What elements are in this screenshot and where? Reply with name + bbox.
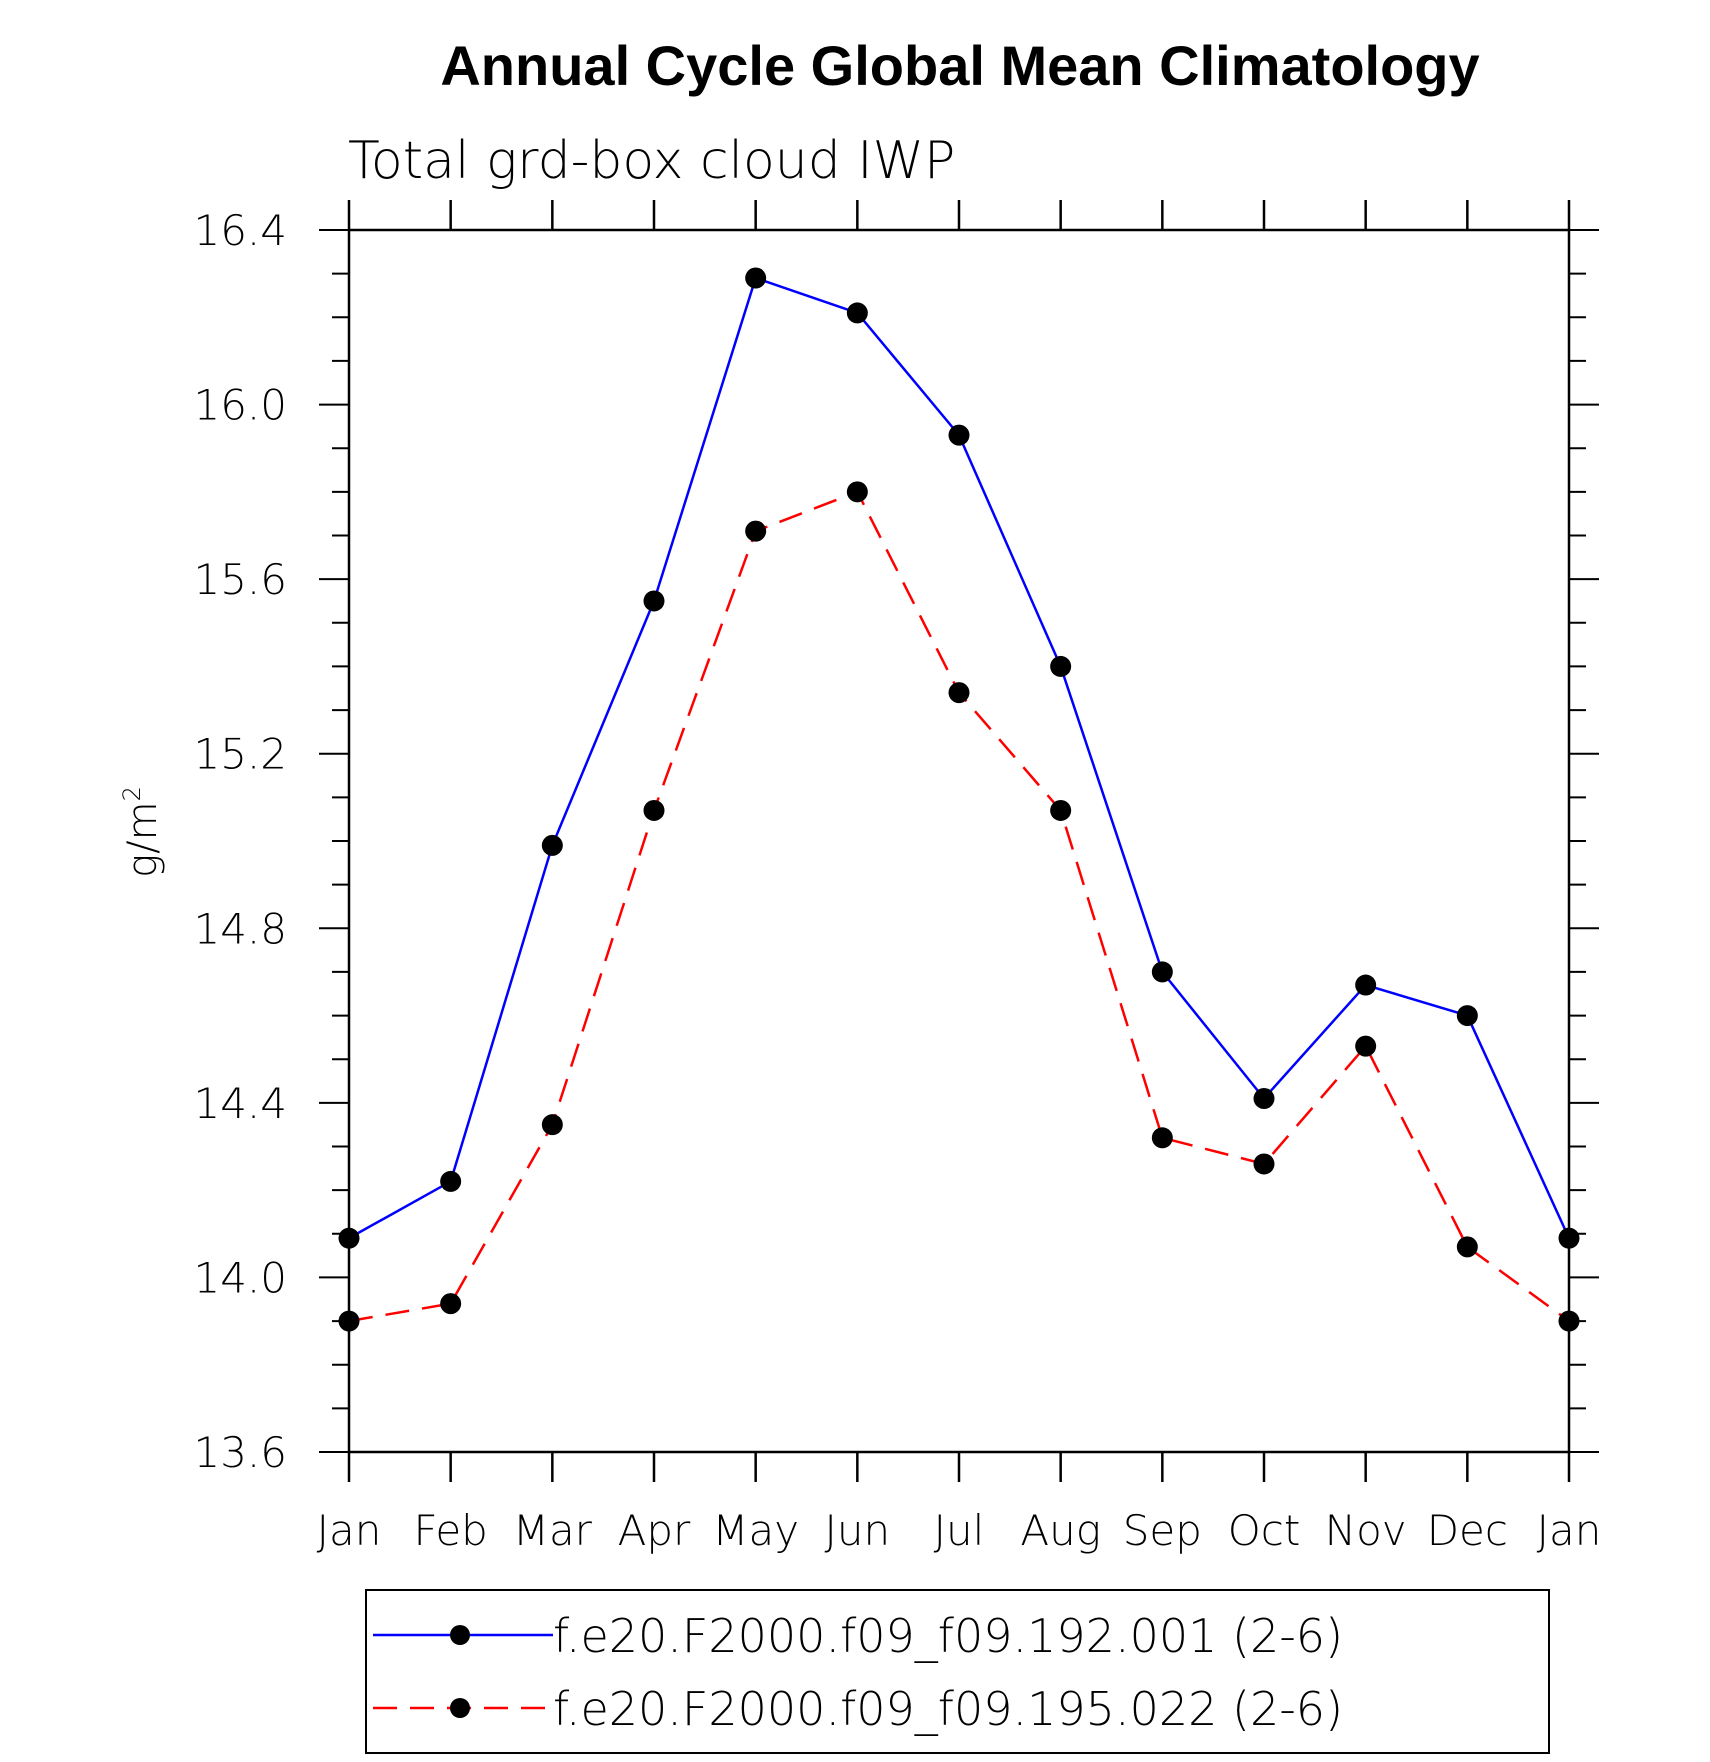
legend-marker-series-1: [450, 1625, 470, 1645]
x-tick-label: Apr: [618, 1506, 691, 1555]
y-tick-label: 14.0: [193, 1253, 287, 1302]
y-axis-label-text: g/m: [120, 801, 166, 877]
legend-marker-series-2: [450, 1698, 470, 1718]
x-tick-label: Jan: [317, 1506, 382, 1555]
chart-subtitle: Total grd-box cloud IWP: [348, 131, 955, 191]
legend-label-series-2: f.e20.F2000.f09_f09.195.022 (2-6): [553, 1682, 1343, 1736]
series-2-point: [1253, 1153, 1275, 1175]
series-1-point: [948, 424, 970, 446]
series-2-point: [745, 520, 767, 542]
x-tick-label: Jan: [1537, 1506, 1602, 1555]
series-line-2: [348, 490, 1570, 1323]
series-1-point: [440, 1170, 462, 1192]
series-2-point: [948, 682, 970, 704]
legend: f.e20.F2000.f09_f09.192.001 (2-6) f.e20.…: [365, 1589, 1550, 1754]
plot-area: [347, 228, 1571, 1454]
series-2-point: [1355, 1035, 1377, 1057]
x-tick-label: Sep: [1123, 1506, 1202, 1555]
series-2-point: [1558, 1310, 1580, 1332]
series-1-point: [1456, 1005, 1478, 1027]
y-tick-label: 14.8: [193, 904, 287, 953]
series-2-point: [643, 799, 665, 821]
legend-label-series-1: f.e20.F2000.f09_f09.192.001 (2-6): [553, 1609, 1343, 1663]
y-tick-label: 15.2: [193, 730, 287, 779]
series-2-point: [541, 1114, 563, 1136]
y-axis-label: g/m2: [118, 786, 166, 878]
series-1-point: [1355, 974, 1377, 996]
series-2-point: [1456, 1236, 1478, 1258]
series-1-point: [541, 834, 563, 856]
series-line-1: [348, 276, 1571, 1240]
series-1-point: [643, 590, 665, 612]
x-tick-label: Feb: [413, 1506, 487, 1555]
chart-title: Annual Cycle Global Mean Climatology: [440, 34, 1479, 97]
y-axis-label-superscript: 2: [118, 786, 146, 801]
series-markers: [338, 267, 1580, 1332]
x-tick-label: Aug: [1020, 1506, 1101, 1555]
series-1-point: [338, 1227, 360, 1249]
series-2-point: [846, 481, 868, 503]
svg-text:g/m2: g/m2: [118, 786, 166, 878]
x-tick-label: May: [712, 1506, 799, 1555]
series-1-point: [1558, 1227, 1580, 1249]
series-1-point: [1253, 1087, 1275, 1109]
series-2-point: [1050, 799, 1072, 821]
y-tick-label: 13.6: [193, 1428, 287, 1477]
series-2-point: [440, 1293, 462, 1315]
legend-box: [365, 1589, 1550, 1754]
series-1-point: [745, 267, 767, 289]
y-tick-label: 14.4: [193, 1079, 287, 1128]
series-2-point: [338, 1310, 360, 1332]
series-1-point: [1151, 961, 1173, 983]
series-1-point: [1050, 655, 1072, 677]
x-tick-label: Mar: [513, 1506, 593, 1555]
series-1-point: [846, 302, 868, 324]
y-tick-label: 16.4: [193, 206, 287, 255]
y-tick-label: 15.6: [193, 555, 287, 604]
y-tick-label: 16.0: [193, 381, 287, 430]
tick-labels: Jan Feb Mar Apr May Jun Jul Aug Sep Oct Nov Dec Jan 1…: [193, 206, 1601, 1555]
x-tick-label: Dec: [1427, 1506, 1508, 1555]
x-tick-label: Oct: [1228, 1506, 1301, 1555]
axis-ticks: [319, 200, 1599, 1482]
series-2-point: [1151, 1127, 1173, 1149]
x-tick-label: Jul: [934, 1506, 985, 1555]
x-tick-label: Jun: [825, 1506, 891, 1555]
x-tick-label: Nov: [1325, 1506, 1407, 1555]
